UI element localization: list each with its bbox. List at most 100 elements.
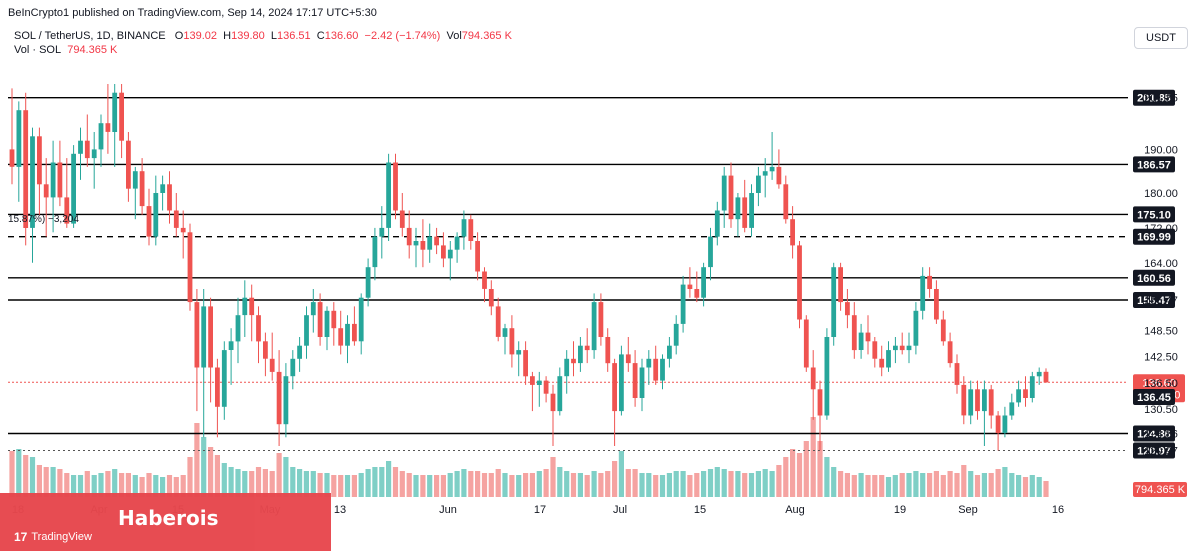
volume-bar [427, 475, 433, 497]
level-price-tag [1133, 206, 1175, 223]
candle-body [934, 289, 939, 320]
volume-bar [447, 473, 453, 497]
level-price-tag [1133, 292, 1175, 308]
level-price-label: 160.56 [1137, 273, 1171, 285]
brand-banner: Haberois 17 TradingView [0, 493, 331, 551]
candle-body [646, 358, 652, 368]
secondary-price-tag [1133, 389, 1175, 405]
candle-body [71, 153, 76, 224]
tradingview-logo-icon: 17 [14, 530, 28, 544]
volume-bar [769, 471, 775, 497]
volume-bar [564, 471, 570, 497]
symbol-name[interactable]: SOL / TetherUS, 1D, BINANCE [14, 30, 166, 42]
volume-bar [91, 475, 97, 497]
volume-bar [214, 455, 220, 497]
candle-body [995, 415, 1001, 433]
candle-body [851, 315, 857, 351]
candle-body [605, 337, 611, 364]
volume-bar [249, 471, 255, 497]
time-tick-label: Sep [958, 504, 978, 516]
time-tick-label: Aug [785, 504, 805, 516]
volume-bar [618, 451, 624, 497]
volume-bar [728, 471, 734, 497]
volume-bar [43, 467, 49, 497]
volume-bar [180, 475, 186, 497]
volume-bar [50, 467, 56, 497]
candle-body [776, 166, 782, 185]
candle-body [338, 328, 344, 346]
price-tick-label: 164.00 [1144, 258, 1178, 270]
candle-body [858, 332, 864, 350]
volume-bar [1002, 467, 1008, 497]
candle-body [468, 219, 474, 241]
time-tick-label: 19 [894, 504, 906, 516]
volume-bar [947, 471, 953, 497]
candle-body [297, 345, 302, 359]
price-tick-label: 172.00 [1144, 223, 1178, 235]
volume-bar [913, 471, 919, 497]
volume-bar [550, 457, 556, 497]
volume-bar [208, 447, 214, 497]
candle-body [379, 227, 385, 237]
candle-body [310, 302, 316, 316]
volume-bar [77, 475, 84, 497]
candle-body [906, 345, 912, 351]
volume-bar [57, 469, 63, 497]
candle-body [276, 371, 282, 425]
volume-bar [879, 475, 885, 497]
time-tick-label: 13 [334, 504, 346, 516]
volume-bar [940, 475, 946, 497]
volume-bar [885, 477, 892, 497]
price-tick-label: 180.00 [1144, 188, 1178, 200]
volume-indicator-label[interactable]: Vol · SOL [14, 44, 62, 56]
price-tick-label: 155.47 [1144, 295, 1178, 307]
candle-body [578, 345, 583, 364]
candle-body [242, 297, 248, 316]
candle-body [756, 175, 761, 193]
candle-body [331, 310, 337, 329]
price-tick-label: 201.85 [1144, 93, 1178, 105]
candle-body [523, 350, 528, 377]
candle-body [160, 184, 166, 193]
candle-body [434, 236, 439, 246]
volume-bar [687, 475, 693, 497]
candle-body [126, 140, 131, 189]
volume-bar [434, 475, 440, 497]
price-tick-label: 148.50 [1144, 325, 1178, 337]
volume-indicator-line: Vol · SOL 794.365 K [14, 44, 117, 56]
candle-body [701, 267, 706, 298]
volume-bar [954, 473, 960, 497]
candle-body [263, 341, 268, 359]
volume-bar [824, 457, 830, 497]
candlesticks [9, 84, 1049, 451]
high-label: H [223, 30, 232, 42]
horizontal-levels: 201.85 186.57 175.10 169.99 160.56 155.47 124.… [8, 89, 1187, 497]
volume-bar [351, 475, 357, 497]
candle-body [940, 319, 946, 342]
candle-body [817, 389, 823, 416]
candle-body [283, 376, 289, 425]
volume-bar [187, 457, 193, 497]
currency-button[interactable]: USDT [1134, 27, 1188, 49]
level-price-tag [1133, 269, 1175, 286]
volume-bar [23, 455, 29, 497]
level-price-label: 124.86 [1137, 429, 1171, 441]
open-value: 139.02 [183, 30, 218, 42]
volume-bar [344, 475, 351, 497]
volume-bar [701, 471, 707, 497]
volume-bar [269, 471, 275, 497]
candle-body [352, 323, 357, 342]
volume-bar [612, 461, 618, 497]
volume-bar [639, 473, 645, 497]
price-tick-label: 136.50 [1144, 378, 1178, 390]
candle-body [187, 232, 193, 303]
candle-body [447, 249, 453, 259]
volume-bar [865, 475, 871, 497]
level-price-tag [1133, 442, 1175, 459]
candle-body [536, 380, 542, 385]
candle-body [961, 384, 967, 416]
candle-body [482, 271, 487, 289]
volume-bar [1022, 477, 1029, 497]
